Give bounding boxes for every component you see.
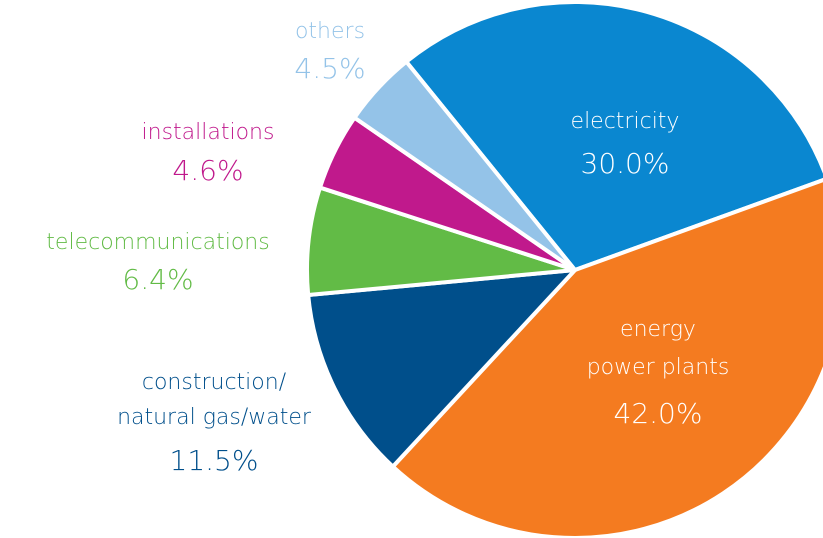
value-label: 11.5% (170, 444, 259, 477)
slice-label: energy (620, 317, 696, 342)
pie-slice (306, 268, 577, 469)
slice-label: power plants (587, 355, 730, 380)
slice-label: electricity (571, 109, 680, 134)
slice-label: telecommunications (46, 230, 269, 255)
value-label: 4.5% (294, 52, 365, 85)
value-label: 30.0% (581, 147, 670, 180)
value-label: 4.6% (172, 154, 243, 187)
slice-label: construction/ (142, 370, 287, 395)
pie-slice (352, 59, 577, 272)
slice-label: natural gas/water (117, 405, 312, 430)
pie-slice (390, 178, 823, 538)
value-label: 6.4% (122, 263, 193, 296)
value-label: 42.0% (614, 397, 703, 430)
slice-label: installations (142, 120, 275, 145)
slice-label: others (295, 19, 365, 44)
pie-slice (404, 0, 823, 272)
